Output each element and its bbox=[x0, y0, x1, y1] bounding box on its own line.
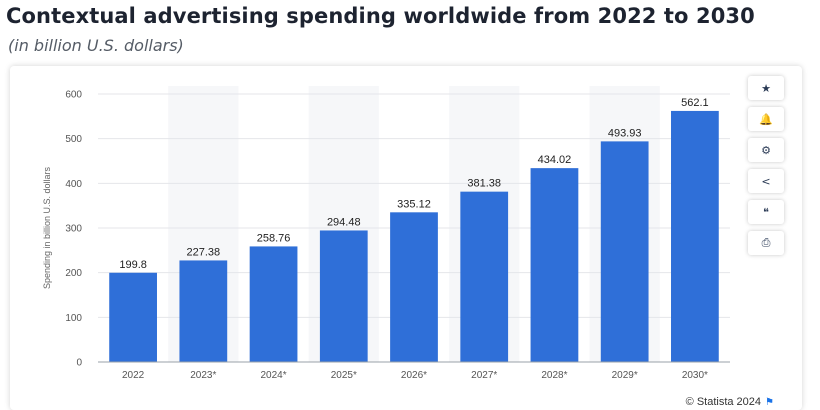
x-tick-label: 2028* bbox=[541, 370, 567, 381]
bar-value-label: 434.02 bbox=[538, 154, 572, 166]
bar-value-label: 199.8 bbox=[119, 259, 147, 271]
x-tick-label: 2029* bbox=[612, 370, 638, 381]
x-tick-label: 2022 bbox=[122, 370, 145, 381]
bar-value-label: 335.12 bbox=[397, 198, 431, 210]
y-axis-title: Spending in billion U.S. dollars bbox=[42, 166, 52, 289]
y-tick-label: 600 bbox=[65, 90, 82, 101]
x-tick-label: 2024* bbox=[260, 370, 286, 381]
chart-card: 0 100 200 300 400 500 600 Spending in billion … bbox=[10, 66, 802, 410]
bar-value-label: 493.93 bbox=[608, 127, 642, 139]
source-credit-text: © Statista 2024 bbox=[685, 396, 762, 408]
y-axis-ticks: 0 100 200 300 400 500 600 bbox=[65, 90, 82, 369]
page-title: Contextual advertising spending worldwid… bbox=[6, 4, 755, 28]
bar bbox=[109, 272, 157, 362]
bars bbox=[109, 110, 719, 362]
bar-value-labels: 199.8 227.38 258.76 294.48 335.12 381.38 434.0… bbox=[119, 97, 708, 271]
bar bbox=[319, 230, 368, 362]
x-axis-ticks: 2022 2023* 2024* 2025* 2026* 2027* 2028* 2029* 2… bbox=[122, 370, 708, 381]
bar bbox=[530, 168, 579, 362]
print-icon[interactable]: ⎙ bbox=[748, 231, 784, 255]
x-tick-label: 2027* bbox=[471, 370, 497, 381]
bar bbox=[249, 246, 298, 362]
flag-icon[interactable]: ⚑ bbox=[765, 397, 774, 408]
bar-value-label: 227.38 bbox=[187, 246, 221, 258]
y-tick-label: 200 bbox=[65, 268, 82, 279]
x-tick-label: 2025* bbox=[331, 370, 357, 381]
bar-value-label: 258.76 bbox=[257, 232, 291, 244]
y-tick-label: 400 bbox=[65, 179, 82, 190]
bar bbox=[390, 212, 438, 362]
bar bbox=[460, 191, 509, 362]
bar bbox=[179, 260, 228, 362]
bar-chart: 0 100 200 300 400 500 600 Spending in billion … bbox=[42, 86, 730, 381]
page-subtitle: (in billion U.S. dollars) bbox=[8, 36, 184, 55]
gear-icon[interactable]: ⚙ bbox=[748, 138, 784, 162]
y-tick-label: 0 bbox=[76, 358, 82, 369]
share-icon[interactable]: < bbox=[748, 169, 784, 193]
y-tick-label: 300 bbox=[65, 224, 82, 235]
bar bbox=[600, 141, 649, 362]
x-tick-label: 2023* bbox=[190, 370, 216, 381]
y-tick-label: 500 bbox=[65, 134, 82, 145]
quote-icon[interactable]: ❝ bbox=[748, 200, 784, 224]
bar bbox=[671, 110, 719, 362]
bell-icon[interactable]: 🔔 bbox=[748, 107, 784, 131]
chart-toolbar: ★ 🔔 ⚙ < ❝ ⎙ bbox=[748, 76, 786, 262]
x-tick-label: 2026* bbox=[401, 370, 427, 381]
bar-value-label: 381.38 bbox=[467, 178, 501, 190]
bar-value-label: 294.48 bbox=[327, 216, 361, 228]
star-icon[interactable]: ★ bbox=[748, 76, 784, 100]
source-credit[interactable]: © Statista 2024 ⚑ bbox=[686, 396, 774, 408]
x-tick-label: 2030* bbox=[682, 370, 708, 381]
y-tick-label: 100 bbox=[65, 313, 82, 324]
bar-value-label: 562.1 bbox=[681, 97, 709, 109]
